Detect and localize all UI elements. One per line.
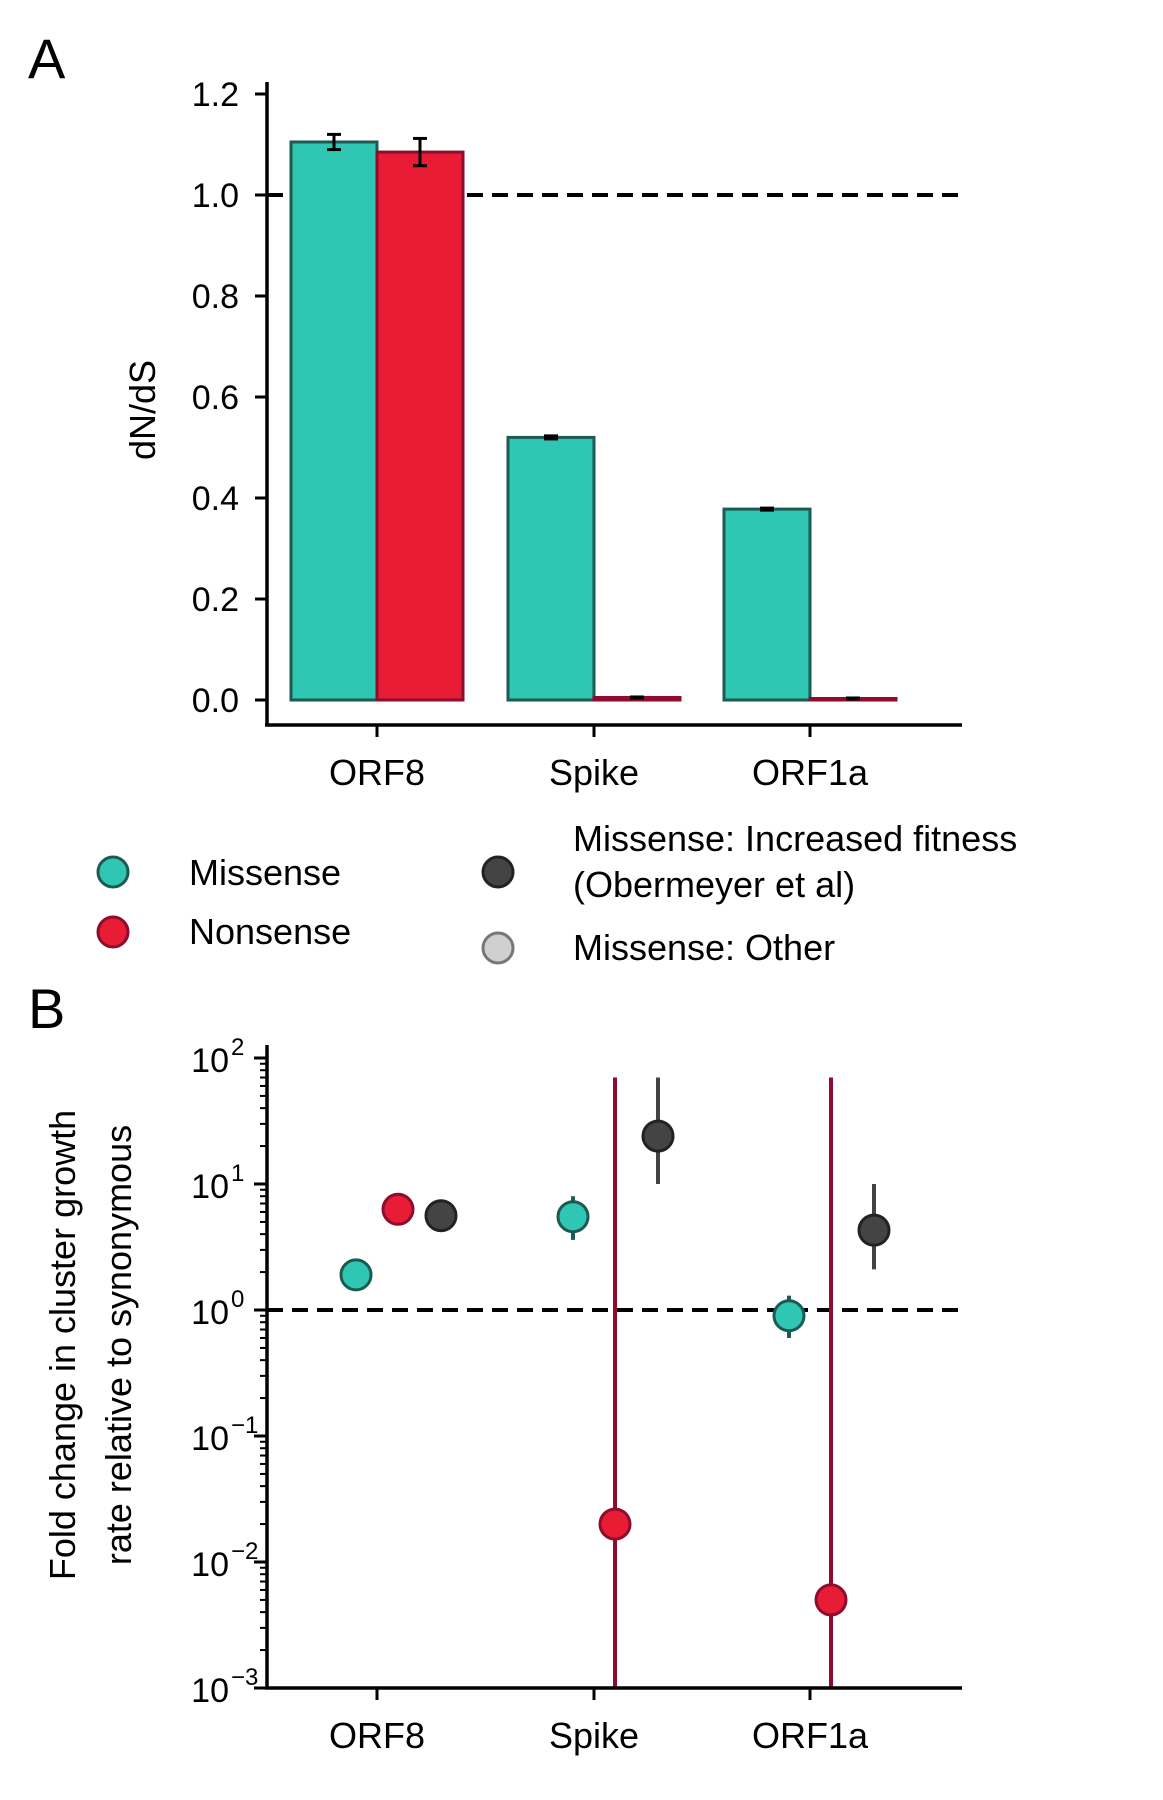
point-missense-increased-fitness-obermeyer-et-al-orf1a — [857, 1213, 891, 1247]
a-y-axis-label: dN/dS — [122, 360, 163, 460]
a-ytick-label-5: 1.0 — [192, 177, 239, 215]
legend: Missense Nonsense Missense: Increased fi… — [96, 818, 1017, 968]
legend-marker-missense — [96, 855, 130, 889]
point-missense-orf8 — [339, 1258, 373, 1292]
b-ytick-exponent--2: −2 — [231, 1538, 258, 1565]
point-nonsense-orf8 — [381, 1192, 415, 1226]
a-ytick-label-3: 0.6 — [192, 379, 239, 417]
a-xtick-label-orf1a: ORF1a — [752, 752, 869, 793]
legend-label-nonsense: Nonsense — [189, 911, 351, 952]
panel-b-label: B — [28, 977, 65, 1040]
b-y-axis-label-line1: Fold change in cluster growth — [42, 1110, 83, 1580]
bar-missense-orf8 — [289, 140, 379, 702]
b-ytick-exponent-2: 2 — [231, 1034, 244, 1061]
b-ytick-exponent-0: 0 — [231, 1286, 244, 1313]
panel-a-label: A — [28, 27, 66, 90]
legend-label-increased-fitness-line2: (Obermeyer et al) — [573, 864, 855, 905]
a-ytick-label-1: 0.2 — [192, 581, 239, 619]
legend-marker-increased-fitness — [481, 855, 515, 889]
a-ytick-label-2: 0.4 — [192, 480, 239, 518]
b-ytick-exponent-1: 1 — [231, 1160, 244, 1187]
b-y-axis-label-line2: rate relative to synonymous — [98, 1125, 139, 1565]
b-xtick-label-orf8: ORF8 — [329, 1715, 425, 1756]
b-ytick-label-0: 10 — [191, 1294, 229, 1332]
point-missense-increased-fitness-obermeyer-et-al-spike — [641, 1119, 675, 1153]
legend-label-other: Missense: Other — [573, 927, 835, 968]
b-ytick-exponent--1: −1 — [231, 1412, 258, 1439]
b-xtick-label-orf1a: ORF1a — [752, 1715, 869, 1756]
legend-marker-other — [481, 931, 515, 965]
b-ytick-label-2: 10 — [191, 1042, 229, 1080]
bar-missense-spike — [506, 435, 596, 702]
legend-label-missense: Missense — [189, 852, 341, 893]
bar-nonsense-orf8 — [375, 150, 465, 702]
a-xtick-label-spike: Spike — [549, 752, 639, 793]
point-missense-increased-fitness-obermeyer-et-al-orf8 — [424, 1199, 458, 1233]
b-ytick-label-1: 10 — [191, 1168, 229, 1206]
point-missense-spike — [556, 1200, 590, 1234]
b-ytick-label--1: 10 — [191, 1420, 229, 1458]
b-ytick-exponent--3: −3 — [231, 1664, 258, 1691]
point-nonsense-orf1a — [814, 1583, 848, 1617]
a-ytick-label-4: 0.8 — [192, 278, 239, 316]
legend-label-increased-fitness-line1: Missense: Increased fitness — [573, 818, 1017, 859]
bar-missense-orf1a — [722, 507, 812, 702]
legend-marker-nonsense — [96, 915, 130, 949]
point-missense-orf1a — [772, 1299, 806, 1333]
a-ytick-label-0: 0.0 — [192, 682, 239, 720]
b-xtick-label-spike: Spike — [549, 1715, 639, 1756]
b-ytick-label--3: 10 — [191, 1672, 229, 1710]
a-ytick-label-6: 1.2 — [192, 76, 239, 114]
point-nonsense-spike — [598, 1507, 632, 1541]
a-xtick-label-orf8: ORF8 — [329, 752, 425, 793]
panel-a-bar-chart: 0.0 0.2 0.4 0.6 0.8 1.0 1.2 ORF8 Spike ORF1a dN/d… — [122, 76, 962, 793]
b-ytick-label--2: 10 — [191, 1546, 229, 1584]
